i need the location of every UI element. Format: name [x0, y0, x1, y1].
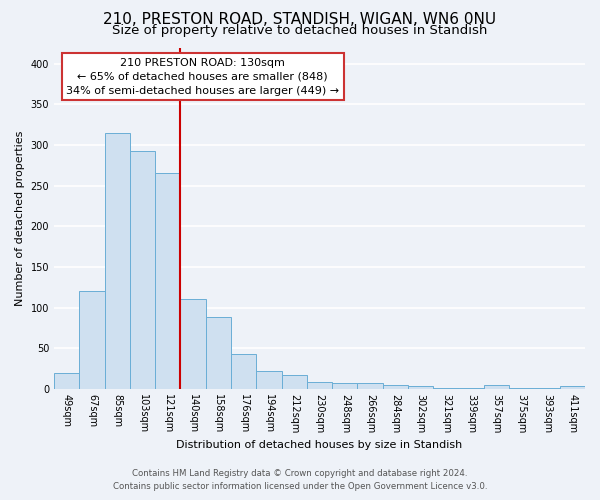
Text: Contains HM Land Registry data © Crown copyright and database right 2024.
Contai: Contains HM Land Registry data © Crown c… [113, 470, 487, 491]
Bar [79, 292, 104, 389]
Bar [458, 388, 484, 389]
Bar [383, 385, 408, 389]
Bar [484, 385, 509, 389]
Text: 210 PRESTON ROAD: 130sqm
← 65% of detached houses are smaller (848)
34% of semi-: 210 PRESTON ROAD: 130sqm ← 65% of detach… [66, 58, 339, 96]
Bar [560, 386, 585, 389]
Text: 210, PRESTON ROAD, STANDISH, WIGAN, WN6 0NU: 210, PRESTON ROAD, STANDISH, WIGAN, WN6 … [103, 12, 497, 28]
Bar [104, 133, 130, 389]
Bar [307, 382, 332, 389]
Y-axis label: Number of detached properties: Number of detached properties [15, 130, 25, 306]
Bar [256, 371, 281, 389]
Bar [408, 386, 433, 389]
Bar [509, 388, 535, 389]
Bar [206, 318, 231, 389]
Bar [231, 354, 256, 389]
Bar [281, 375, 307, 389]
Bar [535, 388, 560, 389]
X-axis label: Distribution of detached houses by size in Standish: Distribution of detached houses by size … [176, 440, 463, 450]
Bar [332, 383, 358, 389]
Text: Size of property relative to detached houses in Standish: Size of property relative to detached ho… [112, 24, 488, 37]
Bar [433, 388, 458, 389]
Bar [155, 174, 181, 389]
Bar [54, 372, 79, 389]
Bar [130, 150, 155, 389]
Bar [358, 383, 383, 389]
Bar [181, 300, 206, 389]
